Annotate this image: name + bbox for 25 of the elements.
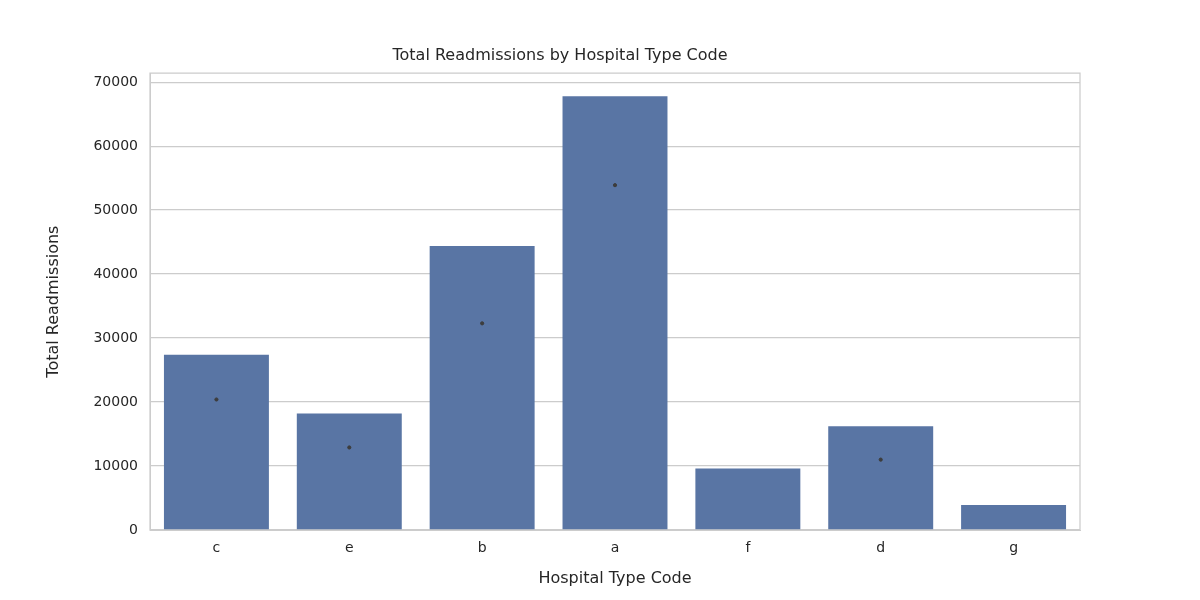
y-tick-label: 70000 — [93, 72, 138, 89]
x-tick-label: e — [344, 539, 354, 556]
x-axis-title: Hospital Type Code — [538, 567, 692, 587]
y-tick-label: 30000 — [93, 328, 138, 345]
bar — [828, 426, 934, 530]
bar — [429, 245, 535, 530]
bar — [296, 413, 402, 530]
y-tick-label: 40000 — [93, 264, 138, 281]
chart-title: Total Readmissions by Hospital Type Code — [391, 44, 728, 64]
y-tick-label: 20000 — [93, 392, 138, 409]
x-tick-label: f — [745, 539, 752, 556]
y-tick-label: 60000 — [93, 136, 138, 153]
bar — [163, 354, 269, 530]
bar — [961, 505, 1067, 530]
bar — [695, 468, 801, 530]
x-tick-label: b — [477, 539, 487, 556]
y-tick-label: 10000 — [93, 456, 138, 473]
x-tick-label: g — [1009, 539, 1019, 556]
x-tick-label: c — [212, 539, 221, 556]
y-tick-label: 50000 — [93, 200, 138, 217]
y-axis-title: Total Readmissions — [42, 225, 62, 379]
x-tick-label: d — [876, 539, 886, 556]
y-tick-label: 0 — [129, 520, 138, 537]
bar — [562, 96, 668, 530]
x-tick-label: a — [610, 539, 620, 556]
